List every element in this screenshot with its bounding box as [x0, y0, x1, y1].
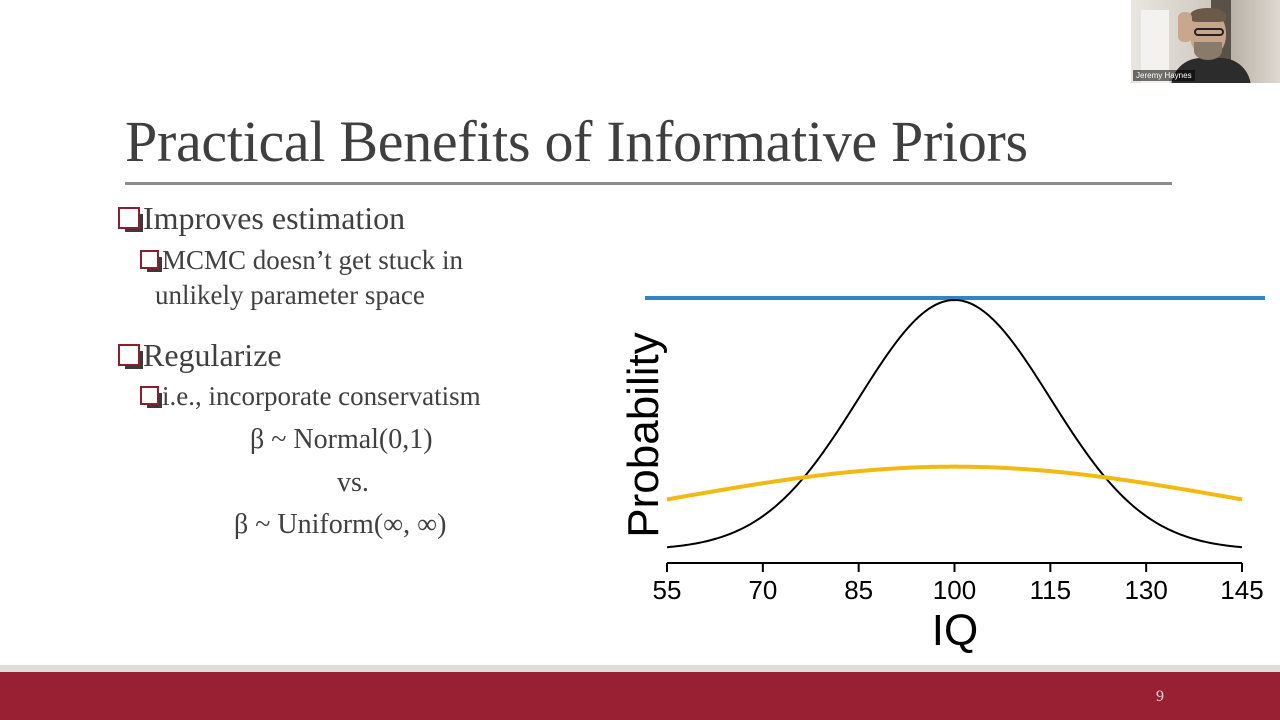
- x-tick-label: 55: [653, 575, 682, 605]
- sub-bullet-text: unlikely parameter space: [155, 280, 425, 310]
- webcam-thumbnail[interactable]: Jeremy Haynes: [1131, 0, 1280, 83]
- x-tick-label: 115: [1030, 575, 1071, 605]
- bullet-box-icon: [118, 207, 143, 232]
- formula-uniform: β ~ Uniform(∞, ∞): [234, 509, 447, 540]
- sub-bullet-mcmc: MCMC doesn’t get stuck in: [140, 245, 463, 276]
- x-tick-label: 70: [748, 575, 777, 605]
- bullet-regularize: Regularize: [118, 337, 282, 374]
- x-tick-label: 85: [844, 575, 873, 605]
- x-ticks: 55 70 85 100 115 130 145: [653, 562, 1264, 605]
- footer-bar: [0, 672, 1280, 720]
- presenter-beard: [1194, 42, 1222, 60]
- x-tick-label: 130: [1124, 575, 1167, 605]
- presenter-glasses: [1194, 28, 1224, 36]
- bullet-box-icon: [140, 386, 162, 408]
- participant-name: Jeremy Haynes: [1133, 70, 1195, 81]
- narrow-prior-curve: [666, 298, 1243, 549]
- sub-bullet-conservatism: i.e., incorporate conservatism: [140, 381, 481, 412]
- x-axis-label: IQ: [932, 606, 978, 655]
- wide-prior-curve: [666, 464, 1243, 502]
- x-tick-label: 100: [933, 575, 976, 605]
- sub-bullet-text: MCMC doesn’t get stuck in: [162, 245, 464, 275]
- sub-bullet-text: i.e., incorporate conservatism: [162, 381, 481, 411]
- bullet-text: Improves estimation: [143, 200, 406, 236]
- title-rule: [125, 182, 1172, 185]
- bullet-box-icon: [118, 344, 143, 369]
- bullet-improves-estimation: Improves estimation: [118, 200, 405, 237]
- vs-label: vs.: [337, 467, 369, 498]
- sub-bullet-continuation: unlikely parameter space: [155, 280, 425, 311]
- prior-chart: 55 70 85 100 115 130 145 IQ Probability: [619, 296, 1265, 655]
- bullet-text: Regularize: [143, 337, 282, 373]
- footer-divider: [0, 665, 1280, 672]
- y-axis-label: Probability: [619, 332, 668, 537]
- bullet-box-icon: [140, 250, 162, 272]
- x-tick-label: 145: [1220, 575, 1263, 605]
- presenter-hair: [1190, 8, 1226, 22]
- presenter-hand: [1178, 12, 1192, 42]
- plot-area: [645, 296, 1265, 549]
- slide-title: Practical Benefits of Informative Priors: [125, 109, 1028, 174]
- formula-normal: β ~ Normal(0,1): [250, 424, 433, 455]
- page-number: 9: [1156, 688, 1164, 705]
